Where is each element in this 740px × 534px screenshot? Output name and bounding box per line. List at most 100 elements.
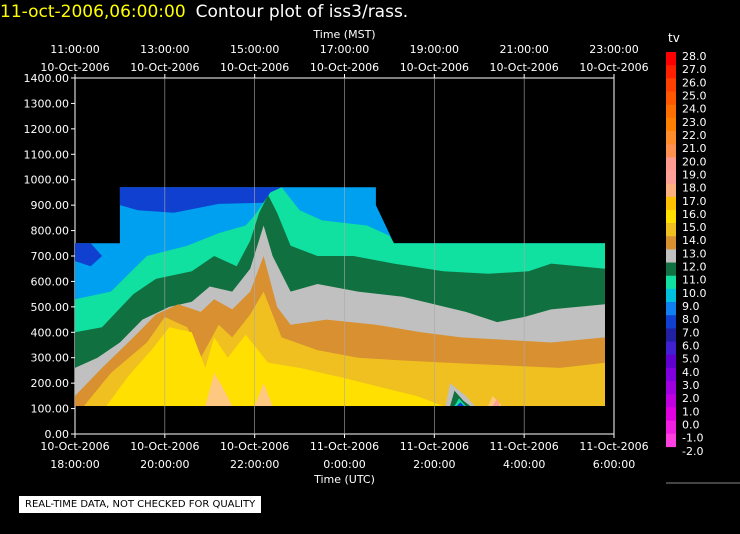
y-tick-label: 1100.00 [24,148,70,161]
bottom-tick-time: 22:00:00 [230,458,279,471]
bottom-tick-time: 18:00:00 [50,458,99,471]
top-tick-date: 10-Oct-2006 [400,61,469,74]
top-tick-date: 10-Oct-2006 [40,61,109,74]
bottom-axis-label: Time (UTC) [313,473,375,486]
y-tick-label: 1400.00 [24,72,70,85]
colorbar-swatch [666,315,676,329]
colorbar-tick-label: 9.0 [682,300,700,313]
colorbar-swatch [666,196,676,211]
top-tick-time: 15:00:00 [230,43,279,56]
colorbar-tick-label: 17.0 [682,195,707,208]
colorbar-tick-label: 1.0 [682,405,700,418]
colorbar-swatch [666,78,676,92]
colorbar-swatch [666,341,676,355]
colorbar-swatch [666,144,676,158]
bottom-tick-date: 11-Oct-2006 [579,440,648,453]
top-tick-time: 21:00:00 [499,43,548,56]
contour-band-8-9-b [75,243,102,267]
contour-band-16-17 [205,373,233,406]
colorbar-swatch [666,407,676,421]
colorbar-tick-label: 25.0 [682,89,707,102]
contour-band-17-18 [492,398,500,406]
colorbar-swatch [666,91,676,105]
bottom-tick-time: 4:00:00 [503,458,545,471]
colorbar-tick-label: 10.0 [682,287,707,300]
colorbar-tick-label: 18.0 [682,182,707,195]
bottom-tick-time: 0:00:00 [323,458,365,471]
colorbar-swatch [666,223,676,237]
colorbar-swatch [666,367,676,382]
colorbar-tick-label: 16.0 [682,208,707,221]
colorbar-tick-label: 24.0 [682,103,707,116]
bottom-tick-date: 10-Oct-2006 [220,440,289,453]
colorbar-label: tv [668,31,680,45]
timestamp-title: 11-oct-2006,06:00:00 [0,2,186,22]
colorbar-swatch [666,65,676,79]
colorbar-tick-label: 26.0 [682,76,707,89]
colorbar-swatch [666,262,676,277]
contour-band-16-17-b [254,383,273,406]
colorbar-swatch [666,420,676,434]
colorbar-tick-label: 2.0 [682,392,700,405]
colorbar-tick-label: 21.0 [682,142,707,155]
colorbar-tick-label: 28.0 [682,50,707,63]
colorbar-swatch [666,104,676,119]
colorbar-tick-label: 5.0 [682,353,700,366]
colorbar-swatch [666,275,676,290]
colorbar-tick-label: 12.0 [682,261,707,274]
colorbar-swatch [666,433,676,448]
colorbar-swatch [666,183,676,198]
quality-notice: REAL-TIME DATA, NOT CHECKED FOR QUALITY [19,496,262,513]
colorbar-tick-label: 0.0 [682,418,700,431]
bottom-tick-time: 20:00:00 [140,458,189,471]
y-tick-label: 500.00 [31,301,70,314]
y-tick-label: 100.00 [31,403,70,416]
y-tick-label: 600.00 [31,275,70,288]
top-tick-date: 10-Oct-2006 [130,61,199,74]
colorbar-swatch [666,236,676,250]
bottom-tick-date: 11-Oct-2006 [400,440,469,453]
bottom-tick-time: 6:00:00 [593,458,635,471]
colorbar-tick-label: -2.0 [682,445,703,458]
contour-band-8-9-c [456,402,464,406]
top-axis-label: Time (MST) [312,28,375,41]
colorbar-swatch [666,209,676,224]
colorbar-tick-label: 14.0 [682,234,707,247]
colorbar-tick-label: 23.0 [682,116,707,129]
colorbar-swatch [666,302,676,316]
colorbar-tick-label: 11.0 [682,274,707,287]
top-tick-time: 13:00:00 [140,43,189,56]
colorbar-tick-label: 8.0 [682,313,700,326]
colorbar-tick-label: 7.0 [682,326,700,339]
colorbar-tick-label: 15.0 [682,221,707,234]
colorbar-swatch [666,117,676,132]
top-tick-time: 23:00:00 [589,43,638,56]
top-tick-date: 10-Oct-2006 [579,61,648,74]
colorbar-swatch [666,52,676,66]
colorbar-swatch [666,249,676,263]
y-tick-label: 1300.00 [24,97,70,110]
top-tick-date: 10-Oct-2006 [310,61,379,74]
colorbar-swatch [666,157,676,171]
colorbar-tick-label: 22.0 [682,129,707,142]
y-tick-label: 700.00 [31,250,70,263]
colorbar-swatch [666,288,676,303]
colorbar-swatch [666,354,676,369]
bottom-tick-time: 2:00:00 [413,458,455,471]
contour-band-8-9 [119,187,282,213]
y-tick-label: 200.00 [31,377,70,390]
colorbar-tick-label: 4.0 [682,366,700,379]
colorbar-swatch [666,328,676,342]
bottom-tick-date: 10-Oct-2006 [130,440,199,453]
top-tick-time: 19:00:00 [410,43,459,56]
top-tick-date: 10-Oct-2006 [490,61,559,74]
colorbar-tick-label: 27.0 [682,63,707,76]
y-tick-label: 400.00 [31,326,70,339]
colorbar-tick-label: 13.0 [682,247,707,260]
chart-title: 11-oct-2006,06:00:00 Contour plot of iss3… [0,0,408,24]
y-tick-label: 800.00 [31,225,70,238]
colorbar-swatch [666,381,676,395]
contour-band-15-16 [106,327,444,406]
y-tick-label: 300.00 [31,352,70,365]
